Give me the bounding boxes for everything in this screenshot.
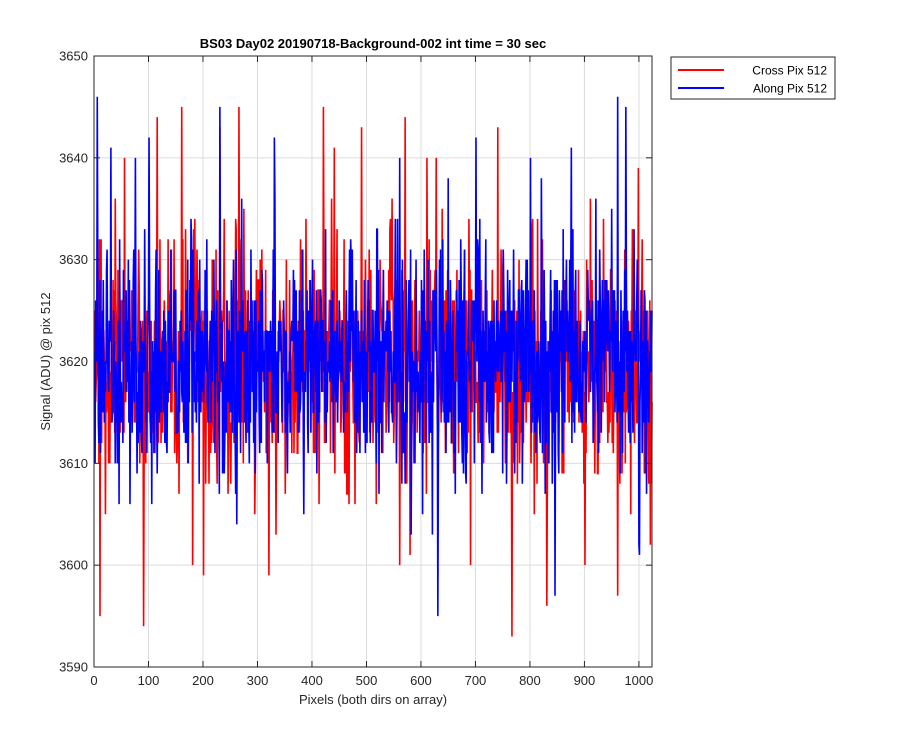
x-tick-labels: 0 100 200 300 400 500 600 700 800 900 1000: [90, 673, 653, 688]
y-tick-label: 3620: [59, 354, 88, 369]
x-tick-label: 1000: [624, 673, 653, 688]
x-tick-label: 400: [301, 673, 323, 688]
legend-label-along: Along Pix 512: [753, 82, 827, 96]
y-axis-label: Signal (ADU) @ pix 512: [38, 292, 53, 430]
x-axis-label: Pixels (both dirs on array): [299, 692, 447, 707]
x-tick-label: 900: [574, 673, 596, 688]
x-tick-label: 700: [465, 673, 487, 688]
legend-label-cross: Cross Pix 512: [752, 64, 827, 78]
chart-title: BS03 Day02 20190718-Background-002 int t…: [200, 36, 547, 51]
x-tick-label: 100: [138, 673, 160, 688]
x-tick-label: 200: [192, 673, 214, 688]
x-tick-label: 600: [410, 673, 432, 688]
series-lines: [93, 96, 653, 637]
x-tick-label: 0: [90, 673, 97, 688]
y-tick-label: 3610: [59, 456, 88, 471]
tick-marks: [93, 55, 652, 668]
y-tick-label: 3640: [59, 150, 88, 165]
x-tick-label: 300: [247, 673, 269, 688]
plot-area: [93, 55, 653, 668]
x-tick-label: 500: [356, 673, 378, 688]
x-tick-label: 800: [519, 673, 541, 688]
y-tick-label: 3630: [59, 252, 88, 267]
y-tick-label: 3590: [59, 660, 88, 675]
legend: Cross Pix 512 Along Pix 512: [670, 56, 836, 100]
y-tick-labels: 3590 3600 3610 3620 3630 3640 3650: [59, 49, 88, 675]
y-tick-label: 3600: [59, 558, 88, 573]
legend-box: [670, 56, 836, 100]
series-line-along-pix-512: [93, 96, 653, 617]
y-tick-label: 3650: [59, 49, 88, 64]
